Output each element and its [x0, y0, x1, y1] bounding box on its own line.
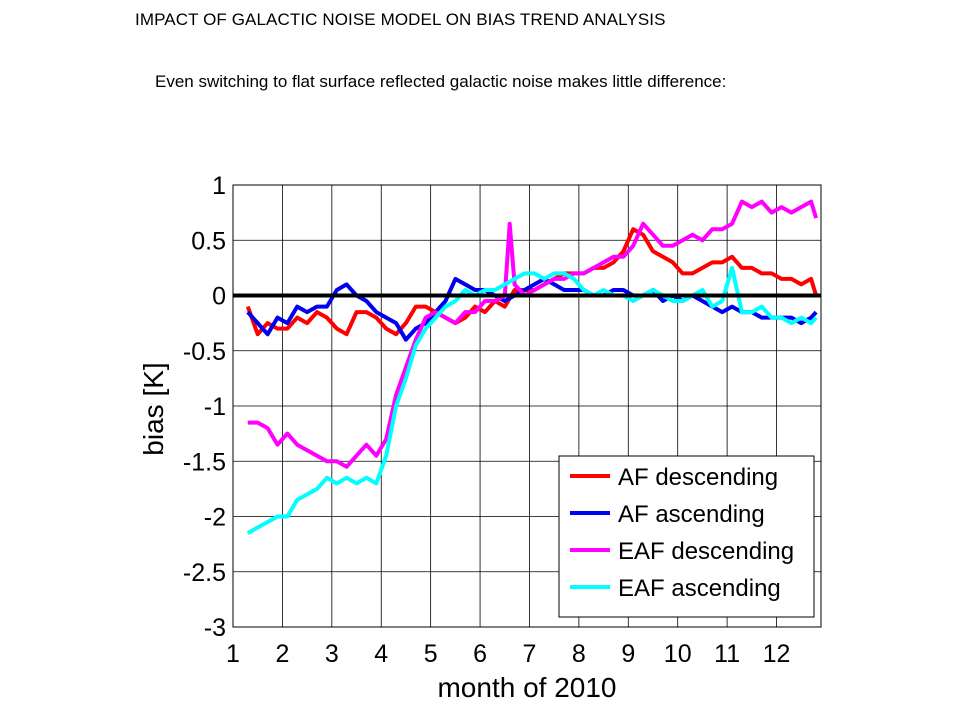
y-tick-labels: 1 0.5 0 -0.5 -1 -1.5 -2 -2.5 -3: [183, 172, 226, 642]
y-axis-label: bias [K]: [138, 362, 169, 455]
legend-label-af-ascending: AF ascending: [618, 501, 765, 528]
slide-text: Even switching to flat surface reflected…: [155, 72, 727, 91]
x-tick-labels: 1 2 3 4 5 6 7 8 9 10 11 12: [226, 640, 790, 668]
y-tick-label: 0: [212, 283, 226, 311]
x-tick-label: 10: [664, 640, 692, 668]
y-tick-label: -1: [204, 393, 226, 421]
y-tick-label: 1: [212, 172, 226, 200]
x-tick-label: 1: [226, 640, 240, 668]
x-tick-label: 11: [714, 640, 740, 668]
legend-label-eaf-ascending: EAF ascending: [618, 575, 781, 602]
x-tick-label: 4: [374, 640, 388, 668]
series-line-eaf-descending: [247, 199, 819, 469]
x-tick-label: 9: [621, 640, 635, 668]
x-tick-label: 5: [424, 640, 438, 668]
y-tick-label: 0.5: [191, 227, 226, 255]
series-line-af-descending: [245, 227, 819, 337]
x-tick-label: 12: [763, 640, 791, 668]
series-lines: [245, 199, 819, 535]
y-tick-label: -1.5: [183, 448, 226, 476]
legend-box: [558, 455, 815, 618]
legend-label-eaf-descending: EAF descending: [618, 538, 794, 565]
y-tick-label: -2.5: [183, 559, 226, 587]
series-line-af-ascending: [246, 276, 818, 342]
x-tick-label: 6: [473, 640, 487, 668]
slide-title: IMPACT OF GALACTIC NOISE MODEL ON BIAS T…: [135, 10, 666, 29]
x-tick-label: 2: [275, 640, 289, 668]
x-tick-label: 7: [523, 640, 537, 668]
y-tick-label: -3: [204, 614, 226, 642]
x-tick-label: 8: [572, 640, 586, 668]
legend: AF descending AF ascending EAF descending E…: [558, 455, 815, 618]
legend-label-af-descending: AF descending: [618, 464, 778, 491]
y-tick-label: -0.5: [183, 338, 226, 366]
plot-frame: [232, 184, 822, 628]
x-axis-label: month of 2010: [437, 672, 616, 703]
y-tick-label: -2: [204, 504, 226, 532]
x-tick-label: 3: [325, 640, 339, 668]
series-line-eaf-ascending: [246, 265, 818, 535]
